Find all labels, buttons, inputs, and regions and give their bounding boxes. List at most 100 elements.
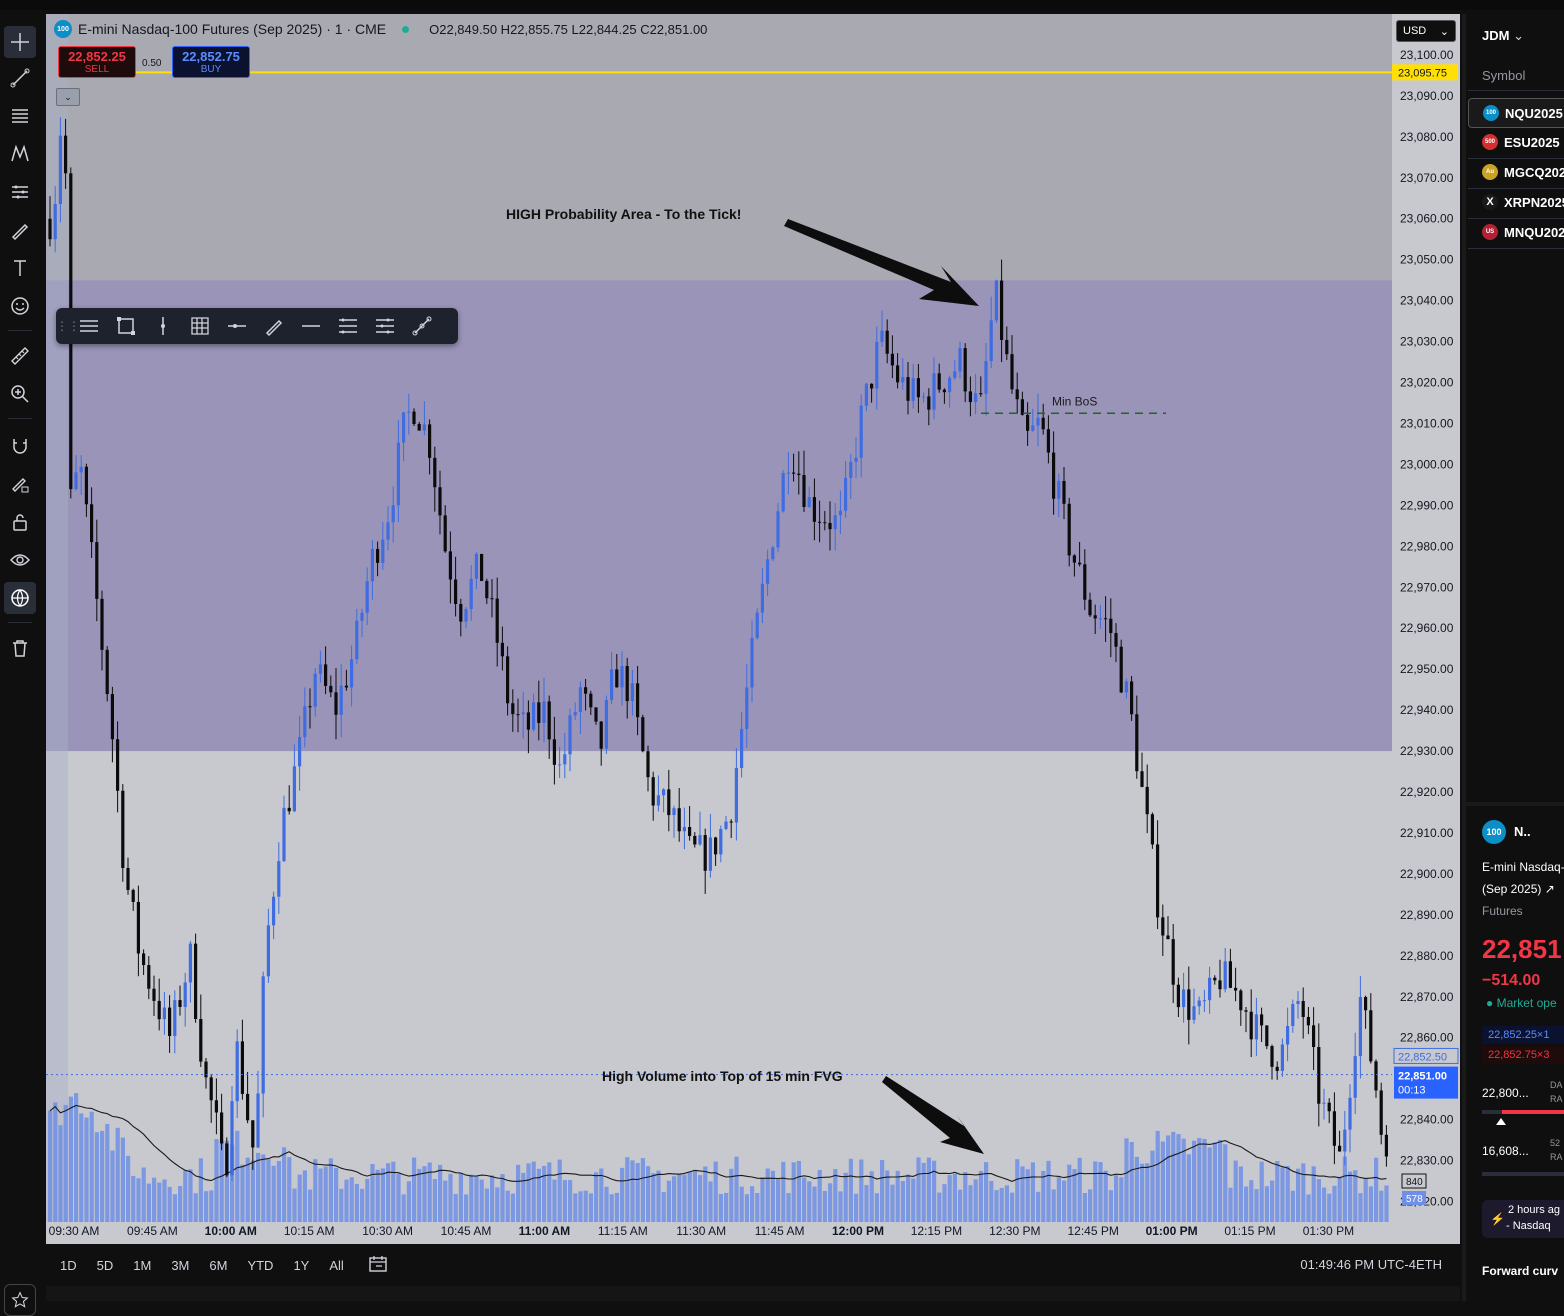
zoom-icon[interactable] bbox=[4, 378, 36, 410]
details-short-name[interactable]: N.. bbox=[1514, 824, 1531, 839]
timeframe-6m[interactable]: 6M bbox=[209, 1257, 228, 1273]
ask-label-bg bbox=[1393, 1047, 1459, 1064]
brush-icon[interactable] bbox=[255, 308, 292, 344]
ruler-icon[interactable] bbox=[4, 340, 36, 372]
text-icon[interactable] bbox=[4, 252, 36, 284]
candle-body bbox=[121, 790, 125, 868]
timeframe-ytd[interactable]: YTD bbox=[247, 1257, 274, 1273]
timeframe-5d[interactable]: 5D bbox=[96, 1257, 114, 1273]
watchlist-title[interactable]: JDM ⌄ bbox=[1482, 28, 1524, 44]
watchlist-item-mgcq2025[interactable]: Au MGCQ2025 bbox=[1468, 158, 1564, 186]
clock-timezone[interactable]: 01:49:46 PM UTC-4 bbox=[1300, 1257, 1416, 1272]
currency-select[interactable]: USD ⌄ bbox=[1396, 20, 1456, 42]
volume-bar bbox=[1249, 1180, 1254, 1222]
fib-icon[interactable] bbox=[4, 100, 36, 132]
chart-pane[interactable]: Min BoS HIGH Probability Area - To the Ti… bbox=[46, 14, 1460, 1244]
news-item[interactable]: ⚡ 2 hours ag - Nasdaq bbox=[1482, 1200, 1564, 1238]
forecast-icon[interactable] bbox=[4, 176, 36, 208]
session-label[interactable]: ETH bbox=[1416, 1257, 1442, 1272]
candle-body bbox=[214, 1100, 218, 1113]
candle-body bbox=[157, 1000, 161, 1020]
candle-body bbox=[745, 687, 749, 729]
trash-icon[interactable] bbox=[4, 632, 36, 664]
grid-icon[interactable] bbox=[181, 308, 218, 344]
candle-body bbox=[922, 396, 926, 398]
brush-icon[interactable] bbox=[4, 214, 36, 246]
details-name-line1: E-mini Nasdaq- bbox=[1482, 860, 1564, 874]
price-tick: 22,900.00 bbox=[1400, 867, 1454, 881]
candle-body bbox=[1208, 977, 1212, 1001]
details-bid[interactable]: 22,852.25×1 bbox=[1482, 1026, 1564, 1044]
volume-bar bbox=[568, 1180, 573, 1222]
watchlist-item-nqu2025[interactable]: 100 NQU2025 bbox=[1468, 98, 1564, 128]
price-tick: 22,930.00 bbox=[1400, 744, 1454, 758]
lock-drawing-icon[interactable] bbox=[4, 468, 36, 500]
volume-bar bbox=[1301, 1163, 1306, 1222]
volume-bar bbox=[978, 1170, 983, 1222]
watchlist-item-mnqu2025[interactable]: US MNQU2025 bbox=[1468, 218, 1564, 246]
watchlist-item-esu2025[interactable]: 500 ESU2025 bbox=[1468, 128, 1564, 156]
volume-bar bbox=[115, 1127, 120, 1222]
horizontal-ray-icon[interactable] bbox=[218, 308, 255, 344]
lines-icon[interactable] bbox=[70, 308, 107, 344]
drag-handle-icon[interactable]: ⋮⋮ bbox=[56, 319, 80, 333]
forward-curve-heading[interactable]: Forward curv bbox=[1482, 1264, 1559, 1278]
calendar-goto-icon[interactable] bbox=[368, 1255, 388, 1276]
column-header-symbol[interactable]: Symbol bbox=[1482, 68, 1526, 83]
trend-line-icon[interactable] bbox=[4, 62, 36, 94]
candle-body bbox=[870, 383, 874, 389]
volume-bar bbox=[739, 1186, 744, 1222]
volume-bar bbox=[812, 1186, 817, 1222]
volume-bar bbox=[432, 1179, 437, 1222]
timeframe-all[interactable]: All bbox=[329, 1257, 344, 1273]
price-axis-bg bbox=[1392, 14, 1460, 1244]
volume-bar bbox=[1192, 1140, 1197, 1222]
price-chart[interactable]: Min BoS HIGH Probability Area - To the Ti… bbox=[46, 14, 1460, 1244]
volume-bar bbox=[1166, 1135, 1171, 1222]
favorites-star-icon[interactable] bbox=[4, 1284, 36, 1316]
candle-body bbox=[1109, 618, 1113, 634]
chevron-down-icon[interactable]: ⌄ bbox=[56, 88, 80, 106]
volume-bar bbox=[1082, 1193, 1087, 1222]
details-divider[interactable] bbox=[1466, 802, 1564, 806]
volume-bar bbox=[1041, 1171, 1046, 1222]
buy-button[interactable]: 22,852.75 BUY bbox=[172, 46, 250, 78]
vertical-line-icon[interactable] bbox=[144, 308, 181, 344]
watchlist-item-xrpn2025[interactable]: X XRPN2025 bbox=[1468, 188, 1564, 216]
crosshair-icon[interactable] bbox=[4, 26, 36, 58]
eye-icon[interactable] bbox=[4, 544, 36, 576]
timeframe-3m[interactable]: 3M bbox=[171, 1257, 190, 1273]
candle-body bbox=[651, 777, 655, 806]
horizontal-line-icon[interactable] bbox=[292, 308, 329, 344]
timeframe-1m[interactable]: 1M bbox=[133, 1257, 152, 1273]
external-link-icon[interactable]: ↗ bbox=[1544, 882, 1555, 896]
emoji-icon[interactable] bbox=[4, 290, 36, 322]
path-icon[interactable] bbox=[403, 308, 440, 344]
candle-body bbox=[1114, 633, 1118, 647]
volume-bar bbox=[526, 1163, 531, 1222]
rectangle-icon[interactable] bbox=[107, 308, 144, 344]
price-tick: 23,020.00 bbox=[1400, 376, 1454, 390]
price-tick: 23,050.00 bbox=[1400, 253, 1454, 267]
parallel-channel-icon[interactable] bbox=[329, 308, 366, 344]
sell-button[interactable]: 22,852.25 SELL bbox=[58, 46, 136, 78]
lock-icon[interactable] bbox=[4, 506, 36, 538]
chevron-down-icon: ⌄ bbox=[1439, 25, 1449, 38]
volume-bar bbox=[833, 1169, 838, 1222]
volume-bar bbox=[464, 1194, 469, 1222]
pitchfork-icon[interactable] bbox=[366, 308, 403, 344]
volume-bar bbox=[1150, 1150, 1155, 1222]
candle-body bbox=[147, 965, 151, 989]
details-ask[interactable]: 22,852.75×3 bbox=[1482, 1046, 1564, 1064]
magnet-icon[interactable] bbox=[4, 430, 36, 462]
timeframe-1y[interactable]: 1Y bbox=[293, 1257, 310, 1273]
globe-icon[interactable] bbox=[4, 582, 36, 614]
pattern-icon[interactable] bbox=[4, 138, 36, 170]
candle-body bbox=[474, 553, 478, 579]
symbol-title[interactable]: E-mini Nasdaq-100 Futures (Sep 2025) · 1… bbox=[78, 21, 387, 37]
volume-bar bbox=[261, 1154, 266, 1222]
candle-body bbox=[412, 411, 416, 425]
panel-divider[interactable] bbox=[1462, 14, 1466, 1301]
timeframe-1d[interactable]: 1D bbox=[60, 1257, 77, 1273]
countdown-label: 00:13 bbox=[1398, 1085, 1426, 1097]
